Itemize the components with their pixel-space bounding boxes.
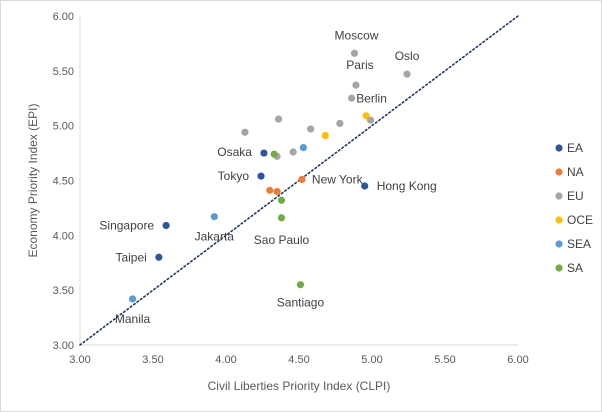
data-point-eu: [307, 125, 315, 133]
legend-marker-sea: [555, 240, 563, 248]
legend-label: OCE: [567, 213, 593, 227]
data-point-ea: [361, 182, 369, 190]
point-label: Sao Paulo: [254, 233, 310, 247]
data-point-eu: [336, 119, 344, 128]
x-axis-title: Civil Liberties Priority Index (CLPI): [208, 379, 391, 393]
point-label: Santiago: [277, 296, 325, 310]
point-labels: Taipei Singapore Tokyo Osaka Hong Kong New Yo…: [99, 28, 436, 326]
data-point-sa: [270, 150, 278, 158]
data-point-sea: [299, 144, 307, 152]
data-point-ea: [257, 172, 265, 180]
data-point-ea: [155, 253, 163, 261]
x-tick-label: 4.00: [215, 354, 236, 366]
point-label: Berlin: [356, 91, 387, 105]
y-tick-label: 4.00: [53, 230, 74, 242]
data-point-sa: [296, 281, 305, 289]
point-label: Taipei: [115, 250, 146, 264]
x-tick-label: 5.50: [434, 354, 455, 366]
data-point-eu: [274, 115, 283, 123]
data-points: [128, 49, 411, 303]
legend-label: EU: [567, 189, 584, 203]
point-label: Hong Kong: [377, 179, 437, 193]
y-tick-label: 5.00: [53, 121, 74, 133]
data-point-na: [273, 187, 281, 196]
axes: 3.00 3.50 4.00 4.50 5.00 5.50 6.00 3.00 3.50 4.00…: [53, 11, 529, 366]
y-tick-label: 3.50: [53, 285, 74, 297]
y-tick-label: 3.00: [53, 340, 74, 352]
data-point-oce: [362, 112, 370, 120]
legend-label: NA: [567, 165, 584, 179]
legend-label: EA: [567, 141, 583, 155]
legend-marker-ea: [555, 144, 563, 152]
x-tick-label: 6.00: [507, 354, 528, 366]
point-label: Jakarta: [195, 230, 235, 244]
point-label: Moscow: [334, 28, 378, 42]
data-point-eu: [403, 70, 411, 78]
data-point-na: [298, 175, 306, 184]
data-point-eu: [289, 148, 297, 156]
point-label: Manila: [115, 312, 151, 326]
data-point-sea: [210, 213, 218, 221]
data-point-ea: [162, 221, 170, 230]
legend-label: SA: [567, 261, 583, 275]
point-label: Oslo: [395, 49, 420, 63]
x-tick-label: 3.00: [69, 354, 90, 366]
legend-marker-na: [555, 168, 563, 176]
point-label: Paris: [346, 58, 373, 72]
y-tick-label: 6.00: [53, 11, 74, 23]
data-point-sa: [277, 214, 286, 222]
data-point-oce: [321, 131, 329, 140]
y-tick-label: 5.50: [53, 66, 74, 78]
data-point-eu: [366, 116, 375, 124]
legend-label: SEA: [567, 237, 591, 251]
data-point-eu: [347, 94, 356, 102]
y-tick-label: 4.50: [53, 176, 74, 188]
legend: EA NA EU OCE SEA SA: [555, 141, 593, 275]
x-tick-label: 5.00: [361, 354, 382, 366]
x-tick-label: 3.50: [142, 354, 163, 366]
legend-marker-sa: [555, 264, 563, 272]
data-point-eu: [350, 49, 359, 57]
data-point-eu: [352, 81, 360, 89]
data-point-eu: [241, 128, 249, 136]
point-label: Osaka: [217, 145, 252, 159]
legend-marker-oce: [555, 216, 563, 224]
point-label: Singapore: [99, 218, 154, 232]
x-tick-label: 4.50: [288, 354, 309, 366]
data-point-sa: [277, 196, 286, 204]
point-label: New York: [312, 172, 364, 186]
legend-marker-eu: [555, 192, 563, 200]
data-point-na: [266, 186, 274, 194]
y-axis-title: Economy Priority Index (EPI): [26, 103, 40, 257]
point-label: Tokyo: [218, 169, 250, 183]
data-point-sea: [128, 295, 137, 303]
data-point-ea: [260, 149, 268, 157]
